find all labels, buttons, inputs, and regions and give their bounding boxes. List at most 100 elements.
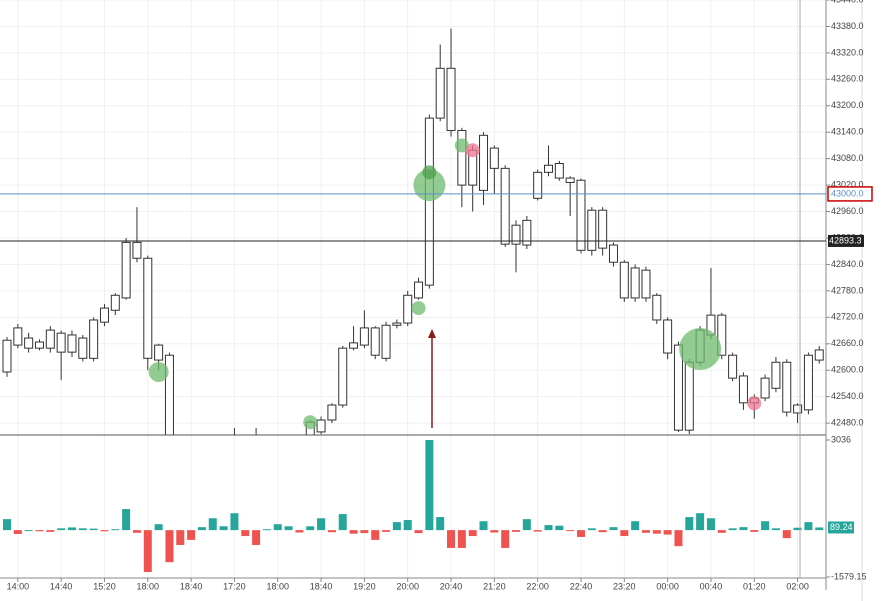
x-tick-label: 02:00 bbox=[786, 581, 809, 591]
price-label-box bbox=[827, 186, 873, 202]
delta-bar bbox=[35, 530, 44, 532]
delta-bar bbox=[338, 514, 347, 531]
candle-body bbox=[814, 349, 824, 361]
candle-body bbox=[67, 334, 77, 353]
delta-bar bbox=[67, 527, 76, 531]
x-tick-label: 20:40 bbox=[440, 581, 463, 591]
delta-bar bbox=[501, 530, 510, 548]
delta-bar bbox=[122, 509, 131, 531]
delta-bar bbox=[414, 530, 423, 534]
candle-body bbox=[121, 241, 131, 299]
x-tick-label: 22:40 bbox=[570, 581, 593, 591]
delta-bar bbox=[143, 530, 152, 572]
x-tick-label: 20:00 bbox=[396, 581, 419, 591]
candle-body bbox=[424, 117, 434, 286]
delta-bar bbox=[360, 530, 369, 534]
candle-body bbox=[717, 314, 727, 356]
y-tick-label: 42780.0 bbox=[831, 285, 864, 295]
bubble bbox=[454, 138, 469, 153]
y-tick-label: 3036 bbox=[831, 434, 851, 444]
delta-bar bbox=[717, 530, 726, 533]
y-tick-label: 43380.0 bbox=[831, 21, 864, 31]
delta-bar bbox=[522, 519, 531, 531]
delta-bar bbox=[490, 530, 499, 533]
last-value-box bbox=[828, 521, 854, 534]
candle-body bbox=[630, 267, 640, 299]
grid bbox=[0, 0, 826, 578]
candle-body bbox=[684, 361, 694, 431]
candle-body bbox=[99, 307, 109, 323]
delta-bar bbox=[750, 530, 759, 532]
delta-bar bbox=[392, 522, 401, 531]
candle-body bbox=[392, 322, 402, 326]
candle-body bbox=[619, 261, 629, 299]
candle-body bbox=[154, 344, 164, 361]
delta-bar bbox=[728, 528, 737, 531]
y-tick-label: 42600.0 bbox=[831, 365, 864, 375]
delta-pane bbox=[3, 440, 824, 572]
delta-bar bbox=[241, 530, 250, 537]
candle-body bbox=[587, 209, 597, 251]
bubble bbox=[413, 169, 446, 202]
delta-bar bbox=[165, 530, 174, 563]
delta-bar bbox=[382, 530, 391, 532]
last-value-label: 89.24 bbox=[830, 522, 853, 532]
candle-body bbox=[414, 281, 424, 299]
candle-body bbox=[673, 344, 683, 431]
delta-bar bbox=[696, 513, 705, 531]
delta-bar bbox=[176, 530, 185, 545]
delta-bar bbox=[468, 530, 477, 537]
candle-body bbox=[359, 327, 369, 346]
delta-bar bbox=[111, 529, 120, 531]
delta-bar bbox=[317, 518, 326, 531]
delta-bar bbox=[512, 530, 521, 532]
delta-bar bbox=[479, 521, 488, 531]
x-tick-label: 00:40 bbox=[700, 581, 723, 591]
y-tick-label: 43080.0 bbox=[831, 153, 864, 163]
delta-bar bbox=[187, 530, 196, 540]
delta-bar bbox=[262, 529, 271, 531]
delta-bar bbox=[154, 524, 163, 531]
delta-bar bbox=[425, 440, 434, 531]
candle-body bbox=[663, 319, 673, 354]
delta-bar bbox=[793, 527, 802, 531]
delta-bar bbox=[371, 530, 380, 540]
candle-body bbox=[782, 361, 792, 413]
y-tick-label: 42840.0 bbox=[831, 259, 864, 269]
x-tick-label: 21:20 bbox=[483, 581, 506, 591]
x-tick-label: 01:20 bbox=[743, 581, 766, 591]
candle-body bbox=[533, 171, 543, 199]
y-tick-label: -1579.15 bbox=[831, 571, 867, 581]
y-tick-label: 42720.0 bbox=[831, 312, 864, 322]
candle-body bbox=[511, 224, 521, 245]
delta-bar bbox=[284, 526, 293, 531]
candle-body bbox=[89, 319, 99, 359]
delta-bar bbox=[252, 530, 261, 545]
y-tick-label: 42480.0 bbox=[831, 417, 864, 427]
candle-body bbox=[608, 244, 618, 263]
candle-body bbox=[13, 327, 23, 346]
y-tick-label: 43440.0 bbox=[831, 0, 864, 4]
delta-bar bbox=[3, 519, 11, 531]
bubble bbox=[148, 361, 169, 382]
bubble bbox=[679, 328, 722, 371]
delta-bar bbox=[273, 524, 282, 531]
y-tick-label: 43140.0 bbox=[831, 127, 864, 137]
delta-bar bbox=[566, 530, 575, 532]
delta-bar bbox=[208, 518, 217, 531]
x-tick-label: 18:00 bbox=[266, 581, 289, 591]
delta-bar bbox=[631, 521, 640, 531]
delta-bar bbox=[24, 530, 33, 532]
delta-bar bbox=[46, 530, 55, 532]
x-tick-label: 23:20 bbox=[613, 581, 636, 591]
delta-bar bbox=[782, 530, 791, 539]
y-tick-label: 42960.0 bbox=[831, 206, 864, 216]
y-tick-label: 43260.0 bbox=[831, 74, 864, 84]
delta-bar bbox=[57, 528, 66, 531]
candle-body bbox=[598, 209, 608, 249]
delta-bar bbox=[761, 521, 770, 531]
delta-bar bbox=[706, 518, 715, 531]
delta-bar bbox=[327, 530, 336, 533]
price-pane bbox=[2, 28, 824, 435]
candle-body bbox=[435, 67, 445, 119]
